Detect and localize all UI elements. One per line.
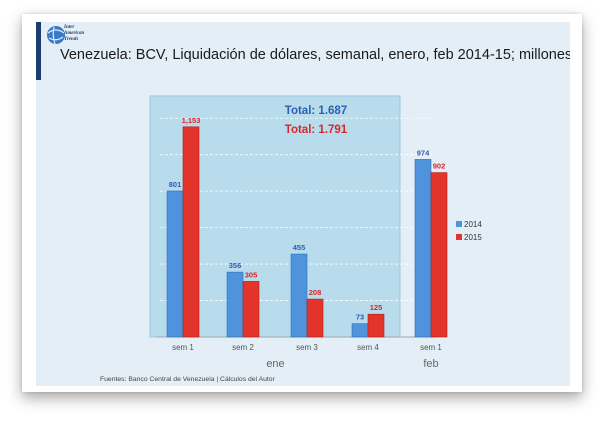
- tick-label-1: sem 2: [232, 343, 254, 352]
- legend-swatch-2014: [456, 221, 462, 227]
- data-label-2015-0: 1,153: [182, 116, 201, 125]
- data-label-2015-3: 125: [370, 303, 383, 312]
- bar-2014-3: [351, 323, 369, 338]
- bar-chart: 801 356 455 73 974 1,153 305 208 125 902 sem 1 sem …: [149, 95, 482, 370]
- data-label-2015-4: 902: [433, 162, 446, 171]
- legend-label-2015: 2015: [464, 233, 482, 242]
- data-label-2014-3: 73: [356, 313, 364, 322]
- group-label-feb: feb: [423, 358, 438, 370]
- globe-logo-icon: [47, 26, 65, 45]
- bar-2015-2: [306, 298, 324, 338]
- source-note: Fuentes: Banco Central de Venezuela | Cá…: [100, 376, 275, 383]
- bar-2015-4: [430, 172, 448, 338]
- data-label-2014-2: 455: [293, 243, 306, 252]
- slide: Inter American Trends Venezuela: BCV, Li…: [36, 22, 570, 386]
- bar-2014-4: [414, 159, 432, 338]
- bar-2015-3: [367, 313, 385, 338]
- bar-2014-1: [226, 271, 244, 338]
- data-label-2014-4: 974: [417, 148, 430, 157]
- accent-bar: [36, 22, 41, 80]
- data-label-2015-2: 208: [309, 288, 322, 297]
- tick-label-4: sem 1: [420, 343, 442, 352]
- data-label-2015-1: 305: [245, 270, 258, 279]
- data-label-2014-0: 801: [169, 180, 182, 189]
- group-label-ene: ene: [266, 358, 284, 370]
- logo-text: Inter American Trends: [64, 25, 85, 42]
- tick-label-2: sem 3: [296, 343, 318, 352]
- data-label-2014-1: 356: [229, 261, 242, 270]
- bar-2014-0: [166, 190, 184, 338]
- legend-label-2014: 2014: [464, 220, 482, 229]
- bar-2015-0: [182, 126, 200, 338]
- bar-2015-1: [242, 281, 260, 338]
- total-annotation-2015: Total: 1.791: [285, 124, 348, 136]
- total-annotation-2014: Total: 1.687: [285, 105, 347, 117]
- tick-label-0: sem 1: [172, 343, 194, 352]
- bar-2014-2: [290, 253, 308, 338]
- chart-title: Venezuela: BCV, Liquidación de dólares, …: [60, 47, 570, 63]
- legend-swatch-2015: [456, 234, 462, 240]
- tick-label-3: sem 4: [357, 343, 379, 352]
